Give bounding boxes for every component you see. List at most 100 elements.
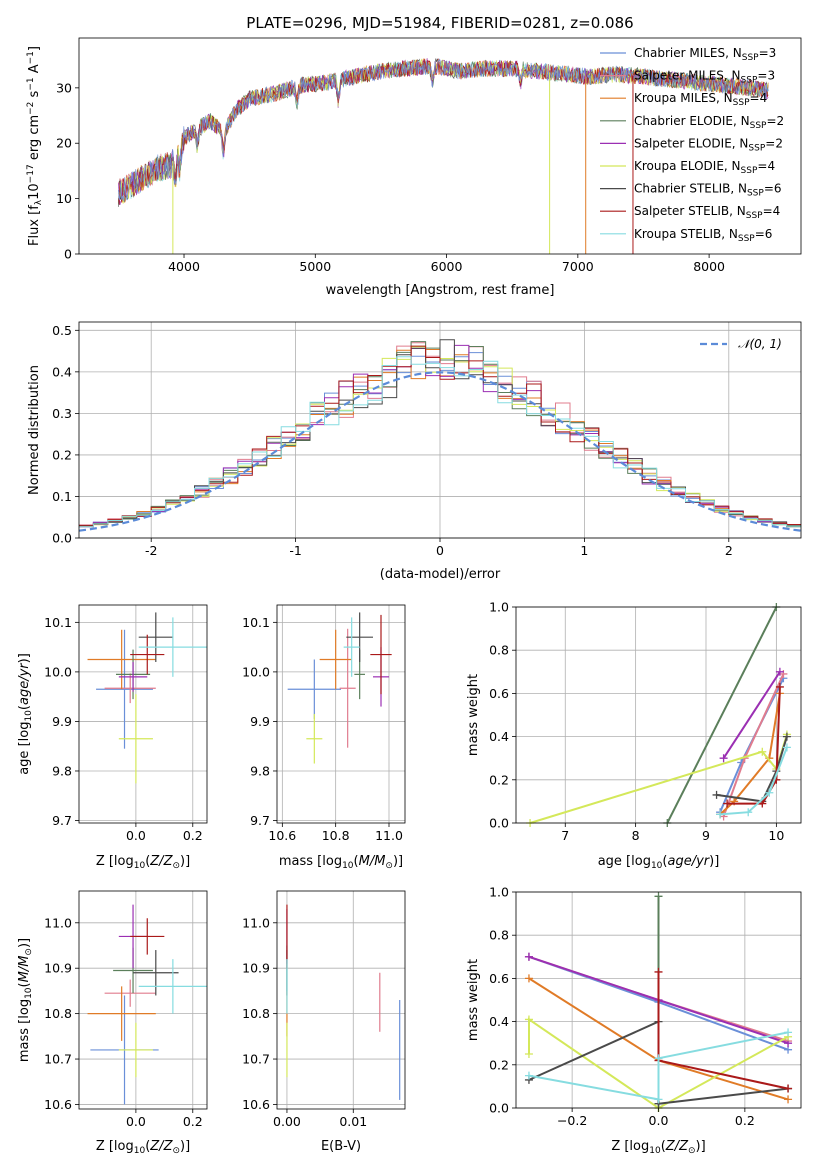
x-tick-label: 8 (632, 828, 640, 843)
y-tick-label: 10.7 (44, 1052, 72, 1067)
label-part: Z/Z (665, 1139, 689, 1154)
label-part: Chabrier STELIB, N (634, 182, 747, 196)
gaussian-reference-curve (79, 371, 801, 532)
weight-line-kroupa-miles (719, 693, 781, 816)
label-part: SSP (733, 98, 750, 108)
label-part: 10 (342, 861, 354, 871)
label-part: SSP (750, 121, 767, 131)
label-part: ( (17, 982, 32, 987)
label-part: Chabrier ELODIE, N (634, 114, 750, 128)
y-tick-label: 10.1 (242, 615, 270, 630)
legend-entry: Salpeter ELODIE, NSSP=2 (634, 136, 783, 153)
x-tick-label: 5000 (299, 259, 331, 274)
label-part: Z/Z (149, 1139, 173, 1154)
weight-marker (775, 667, 784, 676)
label-part: SSP (742, 53, 759, 63)
weight-marker (716, 810, 725, 819)
label-part: −1 (26, 77, 36, 90)
x-tick-label: 7000 (562, 259, 594, 274)
axes-residuals: -2 -1 0 1 2 0.0 0.1 0.2 0.3 0.4 0.5 𝒩(0, 1) (data-mo… (27, 321, 802, 582)
label-part: =3 (759, 46, 777, 60)
label-part: −17 (26, 164, 36, 183)
label-part: ] (27, 46, 42, 51)
y-axis-label: mass weight (466, 959, 481, 1041)
label-part: )] (709, 854, 719, 869)
y-tick-label: 0.8 (489, 643, 509, 658)
weight-marker (654, 967, 663, 976)
weight-marker (775, 682, 784, 691)
y-tick-label: 11.0 (44, 915, 72, 930)
legend-entry: Kroupa STELIB, NSSP=6 (634, 227, 772, 244)
y-tick-label: 0.4 (489, 1014, 509, 1029)
x-axis-label: (data-model)/error (380, 567, 501, 582)
label-part: SSP (748, 143, 765, 153)
x-axis-label: Z [log10(Z/Z⊙)] (96, 854, 190, 871)
label-part: 10 (651, 861, 663, 871)
label-part: 10 (649, 1146, 661, 1156)
legend-entry: 𝒩(0, 1) (738, 337, 782, 351)
axes-frame (78, 321, 802, 539)
label-part: )] (17, 938, 32, 948)
histogram-chabrier-stelib (79, 339, 801, 526)
legend-entry: Kroupa MILES, NSSP=4 (634, 91, 767, 108)
label-part: =4 (757, 159, 775, 173)
y-tick-label: 0.1 (52, 489, 72, 504)
label-part: )] (393, 854, 403, 869)
label-part: Flux [f (27, 205, 42, 246)
y-tick-label: 1.0 (489, 600, 509, 615)
x-tick-label: 0 (436, 543, 444, 558)
x-tick-label: -2 (145, 543, 157, 558)
plot-layer (87, 612, 207, 784)
label-part: erg cm (27, 115, 42, 164)
weight-line-kroupa-elodie (528, 1017, 789, 1110)
weight-marker (784, 1028, 793, 1037)
y-tick-label: 30 (56, 80, 72, 95)
y-tick-label: 0.5 (52, 323, 72, 338)
weight-marker (784, 1084, 793, 1093)
weight-line-kroupa-stelib (528, 1031, 789, 1101)
legend-entry: Salpeter STELIB, NSSP=4 (634, 204, 780, 221)
axes-massweight-vs-Z: −0.2 0.0 0.2 0.0 0.2 0.4 0.6 0.8 1.0 Z [log10(Z/Z… (466, 885, 802, 1156)
legend-entry: Kroupa ELODIE, NSSP=4 (634, 159, 775, 176)
x-axis-label: E(B-V) (321, 1139, 361, 1154)
axes-age-vs-Z: 0.0 0.29.79.89.910.010.1Z [log10(Z/Z⊙)]ag… (17, 604, 208, 871)
y-tick-label: 9.7 (250, 813, 270, 828)
y-tick-label: 10.8 (242, 1006, 270, 1021)
y-axis-label: age [log10(age/yr)] (17, 653, 34, 775)
x-tick-label: 0.00 (273, 1114, 301, 1129)
label-part: Salpeter STELIB, N (634, 204, 746, 218)
label-part: Z [log (96, 854, 134, 869)
axes-frame (515, 891, 802, 1109)
label-part: age [log (598, 854, 651, 869)
label-part: Z [log (611, 1139, 649, 1154)
weight-marker (524, 952, 533, 961)
histogram-salpeter-stelib (79, 345, 801, 527)
label-part: Z [log (96, 1139, 134, 1154)
weight-marker (524, 1015, 533, 1024)
weight-marker (765, 788, 774, 797)
y-tick-label: 9.8 (250, 763, 270, 778)
label-part: −1 (26, 51, 36, 64)
y-axis-label: Flux [fλ10−17 erg cm−2 s−1 A−1] (26, 46, 44, 246)
label-part: 10 (134, 861, 146, 871)
legend-entry: Chabrier MILES, NSSP=3 (634, 46, 776, 63)
y-tick-label: 9.8 (52, 763, 72, 778)
x-tick-label: 1 (580, 543, 588, 558)
label-part: =4 (763, 204, 781, 218)
y-tick-label: 0.4 (52, 364, 72, 379)
x-tick-label: 9 (702, 828, 710, 843)
x-tick-label: 10.6 (268, 828, 296, 843)
label-part: )] (696, 1139, 706, 1154)
figure-title: PLATE=0296, MJD=51984, FIBERID=0281, z=0… (246, 14, 633, 32)
y-tick-label: 0.0 (52, 531, 72, 546)
x-tick-label: 0.0 (126, 1114, 146, 1129)
label-part: Kroupa ELODIE, N (634, 159, 741, 173)
label-part: ( (354, 854, 359, 869)
weight-marker (758, 799, 767, 808)
label-part: SSP (738, 234, 755, 244)
label-part: M/M (17, 956, 32, 983)
x-tick-label: 6000 (431, 259, 463, 274)
y-tick-label: 0.6 (489, 686, 509, 701)
label-part: Kroupa MILES, N (634, 91, 733, 105)
histogram-kroupa-stelib (79, 356, 801, 528)
